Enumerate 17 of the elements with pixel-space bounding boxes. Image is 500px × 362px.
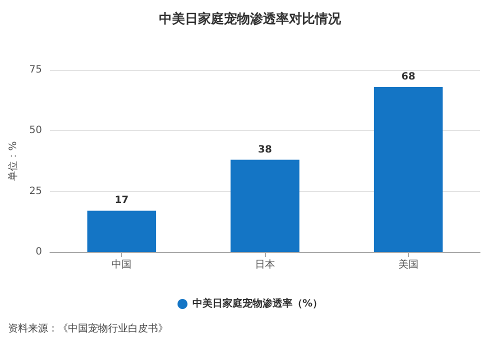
y-tick-label: 0 — [36, 246, 42, 258]
text: 资料来源：《中国宠物行业白皮书》 — [8, 322, 168, 334]
y-axis-title: 单位：% — [6, 141, 19, 181]
legend-label: 中美日家庭宠物渗透率（%） — [192, 298, 323, 310]
x-tick-label: 日本 — [255, 258, 275, 270]
y-tick-label: 75 — [29, 64, 42, 76]
chart-title: 中美日家庭宠物渗透率对比情况 — [159, 11, 342, 27]
bar — [87, 210, 156, 252]
y-tick-label: 50 — [29, 125, 42, 136]
bar — [230, 160, 300, 252]
x-tick-label: 中国 — [112, 258, 132, 270]
y-tick-label: 25 — [29, 186, 42, 197]
data-label: 68 — [401, 71, 416, 82]
bar — [374, 86, 443, 252]
data-label: 17 — [114, 195, 129, 206]
data-label: 38 — [258, 144, 272, 156]
x-tick-label: 美国 — [398, 258, 418, 270]
